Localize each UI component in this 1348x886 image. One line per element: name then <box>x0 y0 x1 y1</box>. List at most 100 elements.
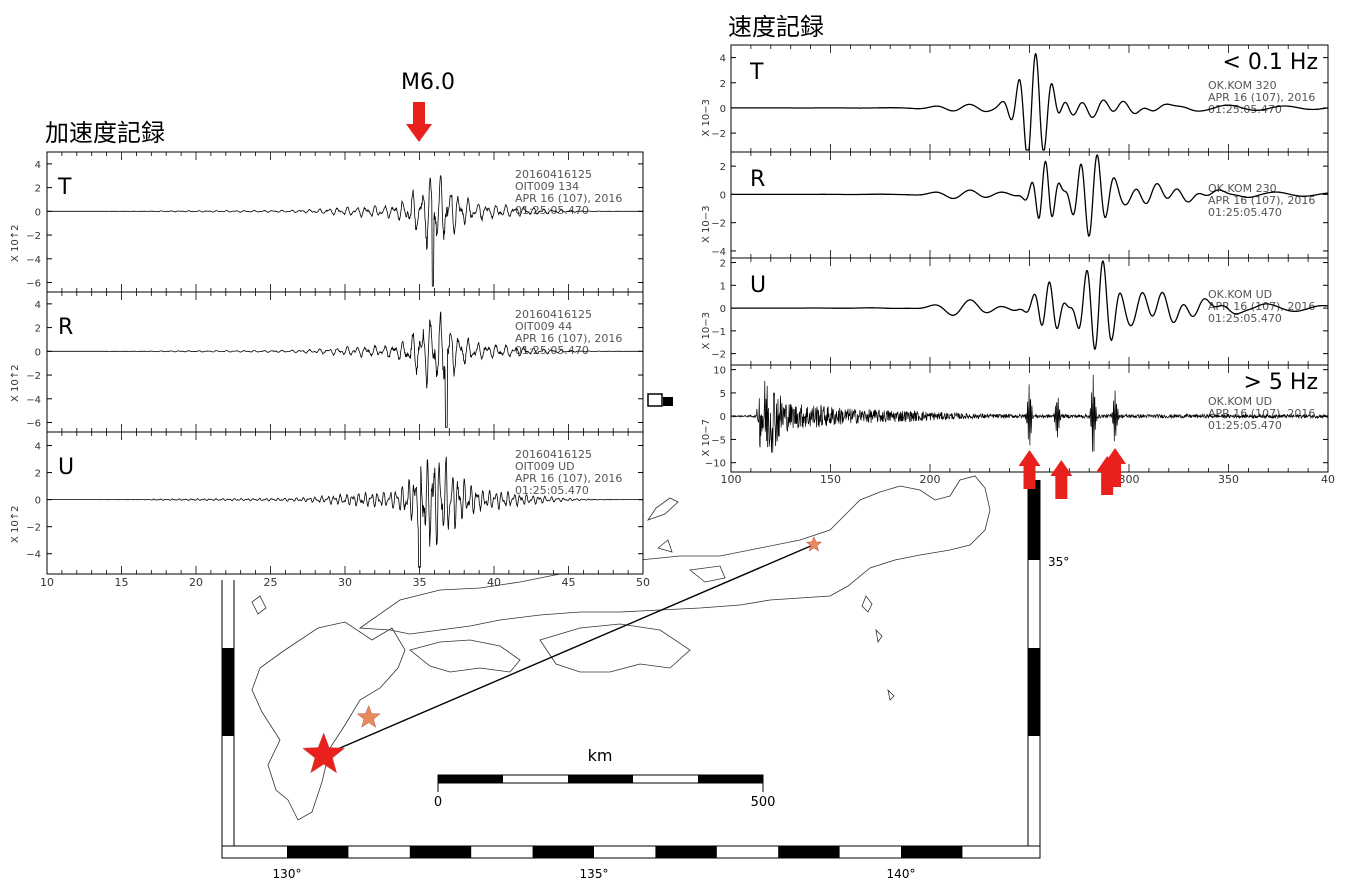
acc-ytick-label: 2 <box>35 184 41 195</box>
acc-ytick-label: 4 <box>35 160 41 171</box>
coast-segment <box>251 621 406 821</box>
phase-arrow <box>1018 450 1041 489</box>
vel-header-line: APR 16 (107), 2016 <box>1208 300 1315 313</box>
acc-header-line: 20160416125 <box>515 308 592 321</box>
acc-header-line: OIT009 44 <box>515 320 572 333</box>
vel-xtick-label: 100 <box>721 473 742 486</box>
map-right-block <box>1028 480 1040 560</box>
lat-tick-35: 35° <box>1048 555 1069 569</box>
vel-ytick-label: 0 <box>720 412 726 423</box>
acc-ytick-label: −2 <box>26 523 41 534</box>
vel-ytick-label: −2 <box>711 350 726 361</box>
scale-bar-block <box>698 775 763 783</box>
map-left-block <box>222 648 234 736</box>
vel-header-line: 01:25:05.470 <box>1208 206 1282 219</box>
acc-xtick-label: 50 <box>636 576 650 589</box>
phase-arrow-shaft <box>1023 465 1036 489</box>
vel-trace-2 <box>731 260 1329 351</box>
map-frame-fill <box>222 580 1040 858</box>
acc-xtick-label: 20 <box>189 576 203 589</box>
acc-header-line: OIT009 134 <box>515 180 579 193</box>
coast-segment <box>409 639 521 673</box>
acc-ylabel: X 10↑2 <box>10 225 21 263</box>
vel-header-line: OK.KOM UD <box>1208 288 1272 301</box>
vel-ytick-label: −2 <box>711 129 726 140</box>
acc-channel-label: T <box>57 175 72 200</box>
acc-header-line: APR 16 (107), 2016 <box>515 472 622 485</box>
scale-bar <box>437 774 764 792</box>
coast-segment <box>358 475 991 635</box>
vel-xtick-label: 200 <box>920 473 941 486</box>
coast-segment <box>251 595 267 615</box>
acc-ytick-label: 0 <box>35 347 41 358</box>
lon-tick-140: 140° <box>887 867 916 881</box>
vel-band-label: > 5 Hz <box>1243 370 1318 395</box>
scale-label-500: 500 <box>751 795 776 810</box>
acc-ylabel: X 10↑2 <box>10 365 21 403</box>
acc-ytick-label: −4 <box>26 255 41 266</box>
map-right-block <box>1028 648 1040 736</box>
acc-ytick-label: 2 <box>35 324 41 335</box>
acc-title: 加速度記録 <box>45 119 165 147</box>
acc-header-line: APR 16 (107), 2016 <box>515 332 622 345</box>
coast-segment <box>539 623 691 673</box>
vel-ytick-label: −5 <box>711 435 726 446</box>
acc-trace-U <box>47 456 643 568</box>
coast-segment <box>861 595 873 613</box>
phase-arrow <box>1050 460 1073 499</box>
vel-ytick-label: 10 <box>713 366 726 377</box>
vel-header-line: OK.KOM UD <box>1208 395 1272 408</box>
vel-channel-label: R <box>750 167 765 192</box>
acc-channel-label: U <box>58 455 74 480</box>
kyushu-honshu-map: km 0 500 130° 135° 140° 35° <box>221 475 1069 881</box>
vel-header-line: 01:25:05.470 <box>1208 103 1282 116</box>
scale-unit-label: km <box>588 746 613 765</box>
vel-xtick-label: 40 <box>1321 473 1335 486</box>
vel-ytick-label: −2 <box>711 219 726 230</box>
vel-ytick-label: 2 <box>720 79 726 90</box>
acc-xaxis: 10 15 20 25 30 35 40 45 50 <box>40 576 650 589</box>
coast-segment <box>875 628 883 644</box>
acc-xtick-label: 35 <box>413 576 427 589</box>
vel-band-label: < 0.1 Hz <box>1223 50 1319 75</box>
vel-ytick-label: 0 <box>720 304 726 315</box>
vel-ytick-label: 5 <box>720 389 726 400</box>
map-frame <box>221 480 1041 859</box>
vel-xtick-label: 350 <box>1218 473 1239 486</box>
acc-header-line: APR 16 (107), 2016 <box>515 192 622 205</box>
vel-header-line: OK.KOM 320 <box>1208 79 1277 92</box>
acc-ytick-label: −4 <box>26 550 41 561</box>
vel-title: 速度記録 <box>728 13 824 41</box>
coastline <box>251 475 991 821</box>
acc-xtick-label: 30 <box>338 576 352 589</box>
acc-xtick-label: 15 <box>115 576 129 589</box>
acc-plot-bg <box>47 152 643 574</box>
magnitude-annotation: M6.0 <box>401 70 455 95</box>
coast-segment <box>887 688 895 701</box>
phase-arrows <box>1018 448 1127 499</box>
vel-channel-label: U <box>750 273 766 298</box>
acc-header-line: 01:25:05.470 <box>515 484 589 497</box>
vel-xaxis: 100150200230035040 <box>721 473 1336 486</box>
vel-ytick-label: 0 <box>720 190 726 201</box>
phase-arrow-shaft <box>1109 463 1122 487</box>
vel-ytick-label: 4 <box>720 54 726 65</box>
vel-channel-label: T <box>749 60 764 85</box>
phase-arrow <box>1104 448 1127 487</box>
coast-segment <box>689 565 726 583</box>
acc-header-line: 20160416125 <box>515 448 592 461</box>
vel-ytick-label: 2 <box>720 259 726 270</box>
map-bottom-block <box>409 846 472 858</box>
vel-trace-0 <box>731 52 1329 151</box>
acc-xtick-label: 45 <box>562 576 576 589</box>
vel-header-line: 01:25:05.470 <box>1208 312 1282 325</box>
acc-ytick-label: −2 <box>26 231 41 242</box>
vel-ylabel: X 10−7 <box>701 419 712 457</box>
vel-ylabel: X 10−3 <box>701 99 712 137</box>
acc-header-line: 20160416125 <box>515 168 592 181</box>
